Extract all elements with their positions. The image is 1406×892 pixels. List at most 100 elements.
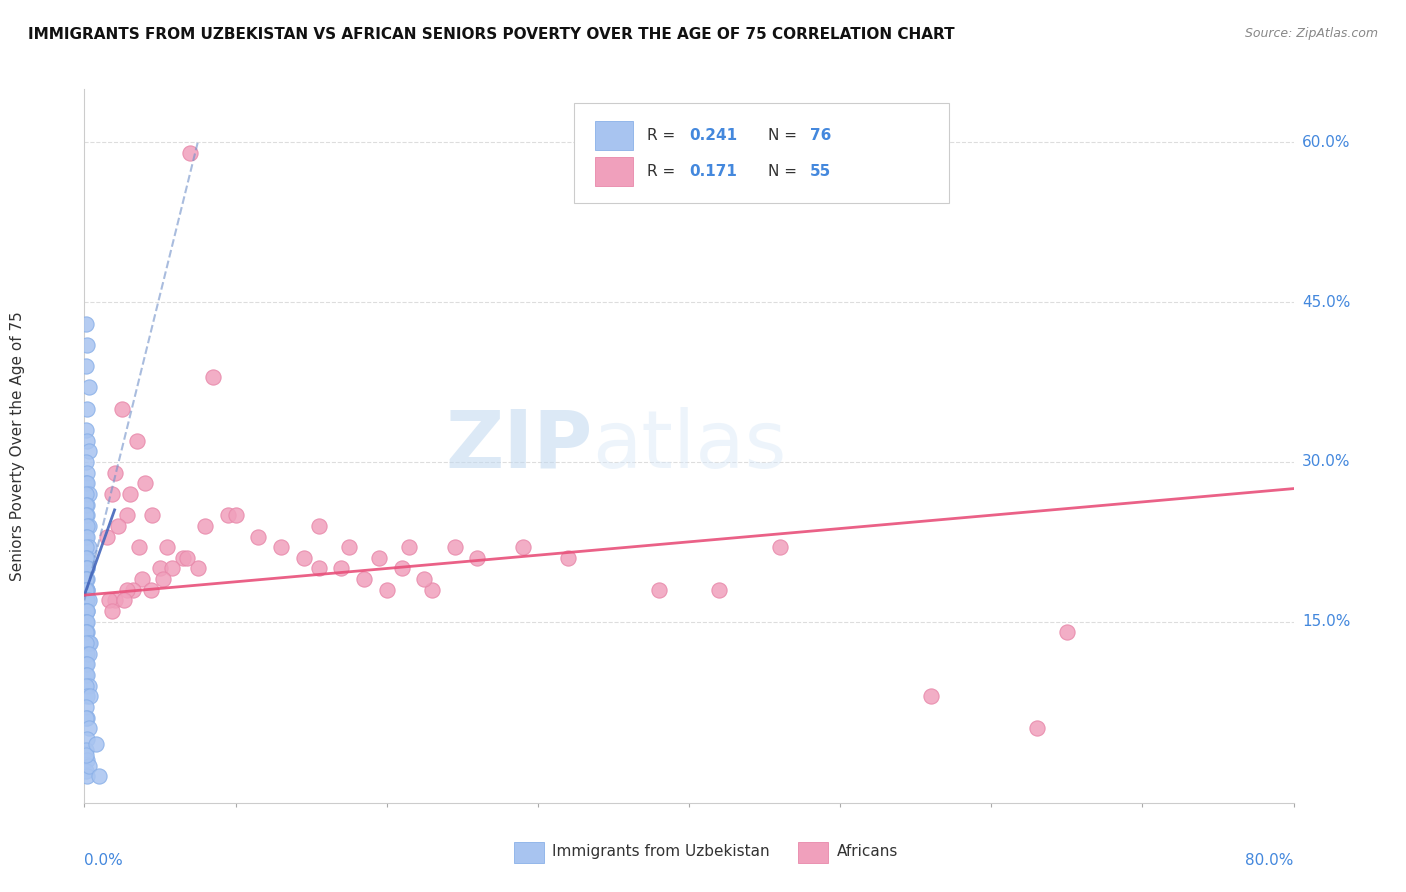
Point xyxy=(353,572,375,586)
Text: 0.171: 0.171 xyxy=(689,164,737,178)
Point xyxy=(77,758,100,772)
Point xyxy=(75,572,97,586)
Point xyxy=(76,401,98,416)
Point xyxy=(308,519,330,533)
Point xyxy=(76,647,98,661)
Point xyxy=(443,540,465,554)
Point xyxy=(330,561,353,575)
Point xyxy=(75,455,97,469)
Point xyxy=(76,753,98,767)
Point xyxy=(77,679,100,693)
Point xyxy=(75,529,97,543)
Point xyxy=(76,582,98,597)
Point xyxy=(75,625,97,640)
Text: atlas: atlas xyxy=(592,407,786,485)
Point xyxy=(225,508,247,523)
Point xyxy=(413,572,436,586)
Text: 0.241: 0.241 xyxy=(689,128,737,143)
Point xyxy=(176,550,198,565)
Point xyxy=(76,657,98,672)
Point xyxy=(128,540,150,554)
Point xyxy=(77,636,100,650)
Point xyxy=(107,519,129,533)
Point xyxy=(76,561,98,575)
Point xyxy=(96,529,118,543)
Point xyxy=(75,747,97,762)
Text: R =: R = xyxy=(647,164,679,178)
Point xyxy=(1025,721,1047,735)
Point xyxy=(112,593,135,607)
Point xyxy=(75,710,97,724)
Point xyxy=(76,338,98,352)
Point xyxy=(270,540,292,554)
FancyBboxPatch shape xyxy=(797,842,828,863)
Point xyxy=(76,561,98,575)
Point xyxy=(179,146,201,161)
Point xyxy=(769,540,792,554)
Point xyxy=(75,423,97,437)
Point xyxy=(1056,625,1078,640)
Point xyxy=(141,508,163,523)
Point xyxy=(76,476,98,491)
FancyBboxPatch shape xyxy=(595,157,633,186)
Point xyxy=(76,593,98,607)
Point xyxy=(467,550,489,565)
Point xyxy=(134,476,156,491)
Point xyxy=(75,636,97,650)
Point xyxy=(118,487,141,501)
Point xyxy=(76,593,98,607)
Point xyxy=(920,690,942,704)
Text: 30.0%: 30.0% xyxy=(1302,455,1350,469)
Point xyxy=(75,604,97,618)
Text: 60.0%: 60.0% xyxy=(1302,135,1350,150)
Point xyxy=(75,476,97,491)
Point xyxy=(398,540,420,554)
Point xyxy=(100,487,122,501)
Point xyxy=(75,625,97,640)
Point xyxy=(76,731,98,746)
Point xyxy=(75,582,97,597)
Point xyxy=(131,572,153,586)
Point xyxy=(512,540,534,554)
Point xyxy=(75,604,97,618)
Point xyxy=(75,700,97,714)
Point xyxy=(104,466,127,480)
Point xyxy=(76,572,98,586)
Point xyxy=(375,582,398,597)
Point xyxy=(647,582,671,597)
Point xyxy=(75,498,97,512)
Text: 55: 55 xyxy=(810,164,831,178)
Point xyxy=(75,582,97,597)
Point xyxy=(76,668,98,682)
Point xyxy=(337,540,360,554)
Point xyxy=(194,519,217,533)
Point xyxy=(76,604,98,618)
Point xyxy=(76,690,98,704)
Point xyxy=(75,657,97,672)
Point xyxy=(75,764,97,778)
Text: 76: 76 xyxy=(810,128,831,143)
Point xyxy=(139,582,162,597)
Text: 0.0%: 0.0% xyxy=(84,853,124,868)
Point xyxy=(76,550,98,565)
Text: Africans: Africans xyxy=(837,844,898,859)
Text: R =: R = xyxy=(647,128,679,143)
Point xyxy=(172,550,194,565)
Text: IMMIGRANTS FROM UZBEKISTAN VS AFRICAN SENIORS POVERTY OVER THE AGE OF 75 CORRELA: IMMIGRANTS FROM UZBEKISTAN VS AFRICAN SE… xyxy=(28,27,955,42)
Point xyxy=(76,582,98,597)
Text: N =: N = xyxy=(768,128,801,143)
Point xyxy=(76,434,98,448)
Point xyxy=(391,561,413,575)
Point xyxy=(76,769,98,783)
Point xyxy=(160,561,183,575)
Text: 45.0%: 45.0% xyxy=(1302,294,1350,310)
Point xyxy=(156,540,179,554)
Point xyxy=(201,369,224,384)
Point xyxy=(709,582,731,597)
Point xyxy=(75,679,97,693)
Point xyxy=(557,550,579,565)
Text: Seniors Poverty Over the Age of 75: Seniors Poverty Over the Age of 75 xyxy=(10,311,25,581)
Point xyxy=(76,615,98,629)
Point xyxy=(77,444,100,458)
Point xyxy=(76,529,98,543)
